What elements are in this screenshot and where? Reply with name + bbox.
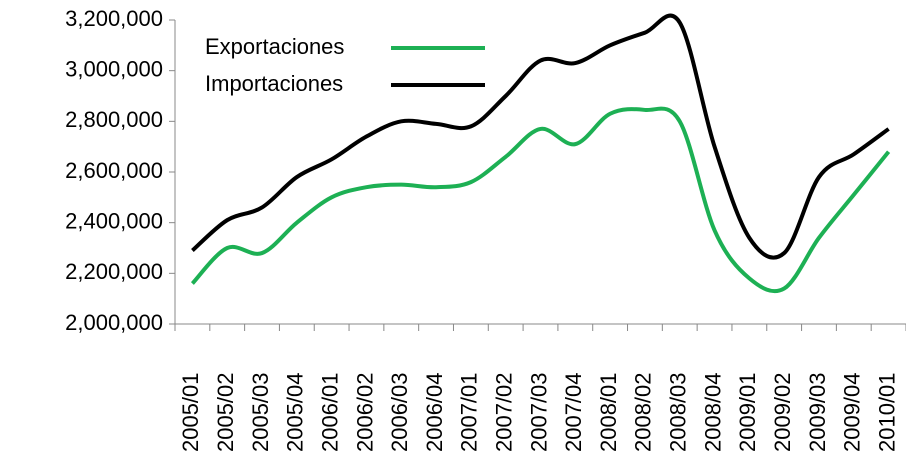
x-tick-label: 2006/03 [387, 372, 412, 452]
y-tick-label: 2,800,000 [65, 107, 163, 132]
x-tick-label: 2007/03 [526, 372, 551, 452]
y-tick-label: 3,000,000 [65, 56, 163, 81]
legend-label: Exportaciones [205, 34, 344, 59]
y-tick-label: 2,200,000 [65, 259, 163, 284]
x-tick-label: 2006/01 [317, 372, 342, 452]
x-tick-label: 2005/03 [248, 372, 273, 452]
x-tick-label: 2007/02 [492, 372, 517, 452]
x-tick-label: 2007/04 [561, 372, 586, 452]
y-tick-label: 2,000,000 [65, 310, 163, 335]
x-tick-label: 2009/01 [735, 372, 760, 452]
x-tick-label: 2005/04 [283, 372, 308, 452]
y-tick-label: 3,200,000 [65, 6, 163, 31]
x-tick-label: 2008/01 [596, 372, 621, 452]
y-tick-label: 2,400,000 [65, 208, 163, 233]
x-tick-label: 2009/02 [770, 372, 795, 452]
x-tick-label: 2008/04 [700, 372, 725, 452]
legend-label: Importaciones [205, 71, 343, 96]
y-tick-label: 2,600,000 [65, 158, 163, 183]
x-tick-label: 2005/01 [178, 372, 203, 452]
x-tick-label: 2008/02 [631, 372, 656, 452]
x-tick-label: 2008/03 [666, 372, 691, 452]
x-tick-label: 2009/04 [840, 372, 865, 452]
line-series [190, 106, 891, 294]
line-series [191, 13, 890, 260]
x-tick-label: 2005/02 [213, 372, 238, 452]
x-tick-label: 2006/02 [352, 372, 377, 452]
x-tick-label: 2006/04 [422, 372, 447, 452]
x-tick-label: 2009/03 [805, 372, 830, 452]
x-tick-label: 2007/01 [457, 372, 482, 452]
x-tick-label: 2010/01 [874, 372, 899, 452]
